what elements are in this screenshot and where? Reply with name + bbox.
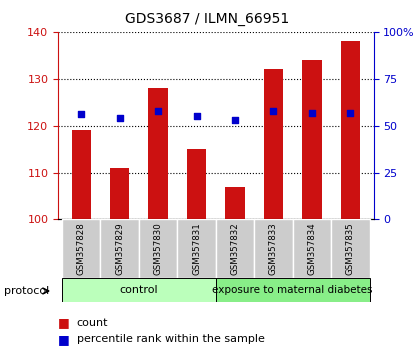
Bar [177,219,216,278]
Point [193,113,200,119]
Text: protocol: protocol [4,286,49,296]
Text: GSM357830: GSM357830 [154,222,163,275]
Bar [225,187,245,219]
Point [232,117,238,123]
Bar [341,41,360,219]
Bar [71,130,91,219]
Bar [216,219,254,278]
Bar [100,219,139,278]
Text: percentile rank within the sample: percentile rank within the sample [77,334,265,344]
Bar [303,60,322,219]
Bar [216,278,370,302]
Text: GSM357831: GSM357831 [192,222,201,275]
Bar [62,278,216,302]
Point [347,110,354,115]
Point [309,110,315,115]
Bar [293,219,331,278]
Bar [254,219,293,278]
Text: exposure to maternal diabetes: exposure to maternal diabetes [212,285,373,295]
Text: GDS3687 / ILMN_66951: GDS3687 / ILMN_66951 [125,12,290,27]
Text: GSM357835: GSM357835 [346,222,355,275]
Text: GSM357832: GSM357832 [230,222,239,275]
Text: ■: ■ [58,333,70,346]
Point [155,108,161,114]
Bar [62,219,100,278]
Bar [139,219,177,278]
Text: GSM357829: GSM357829 [115,222,124,275]
Text: GSM357833: GSM357833 [269,222,278,275]
Text: GSM357828: GSM357828 [77,222,85,275]
Point [270,108,277,114]
Text: ■: ■ [58,316,70,329]
Text: control: control [120,285,158,295]
Text: GSM357834: GSM357834 [308,222,317,275]
Bar [264,69,283,219]
Bar [110,168,129,219]
Bar [331,219,370,278]
Point [116,115,123,121]
Point [78,112,85,117]
Bar [187,149,206,219]
Bar [149,88,168,219]
Text: count: count [77,318,108,328]
